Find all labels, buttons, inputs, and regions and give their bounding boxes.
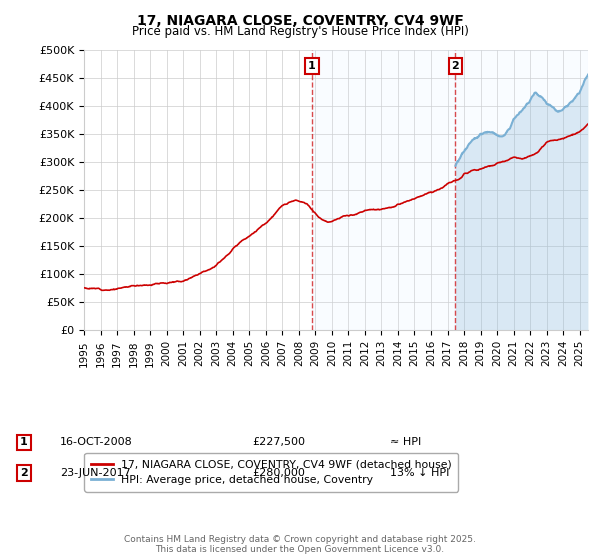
Text: 2: 2 — [20, 468, 28, 478]
Bar — [455, 50, 588, 330]
Text: 16-OCT-2008: 16-OCT-2008 — [60, 437, 133, 447]
Legend: 17, NIAGARA CLOSE, COVENTRY, CV4 9WF (detached house), HPI: Average price, detac: 17, NIAGARA CLOSE, COVENTRY, CV4 9WF (de… — [85, 453, 458, 492]
Text: Contains HM Land Registry data © Crown copyright and database right 2025.
This d: Contains HM Land Registry data © Crown c… — [124, 535, 476, 554]
Text: 2: 2 — [452, 61, 460, 71]
Text: Price paid vs. HM Land Registry's House Price Index (HPI): Price paid vs. HM Land Registry's House … — [131, 25, 469, 38]
Text: 1: 1 — [20, 437, 28, 447]
Text: ≈ HPI: ≈ HPI — [390, 437, 421, 447]
Text: £280,000: £280,000 — [252, 468, 305, 478]
Text: £227,500: £227,500 — [252, 437, 305, 447]
Text: 17, NIAGARA CLOSE, COVENTRY, CV4 9WF: 17, NIAGARA CLOSE, COVENTRY, CV4 9WF — [137, 14, 463, 28]
Bar — [312, 50, 455, 330]
Text: 13% ↓ HPI: 13% ↓ HPI — [390, 468, 449, 478]
Text: 1: 1 — [308, 61, 316, 71]
Text: 23-JUN-2017: 23-JUN-2017 — [60, 468, 131, 478]
